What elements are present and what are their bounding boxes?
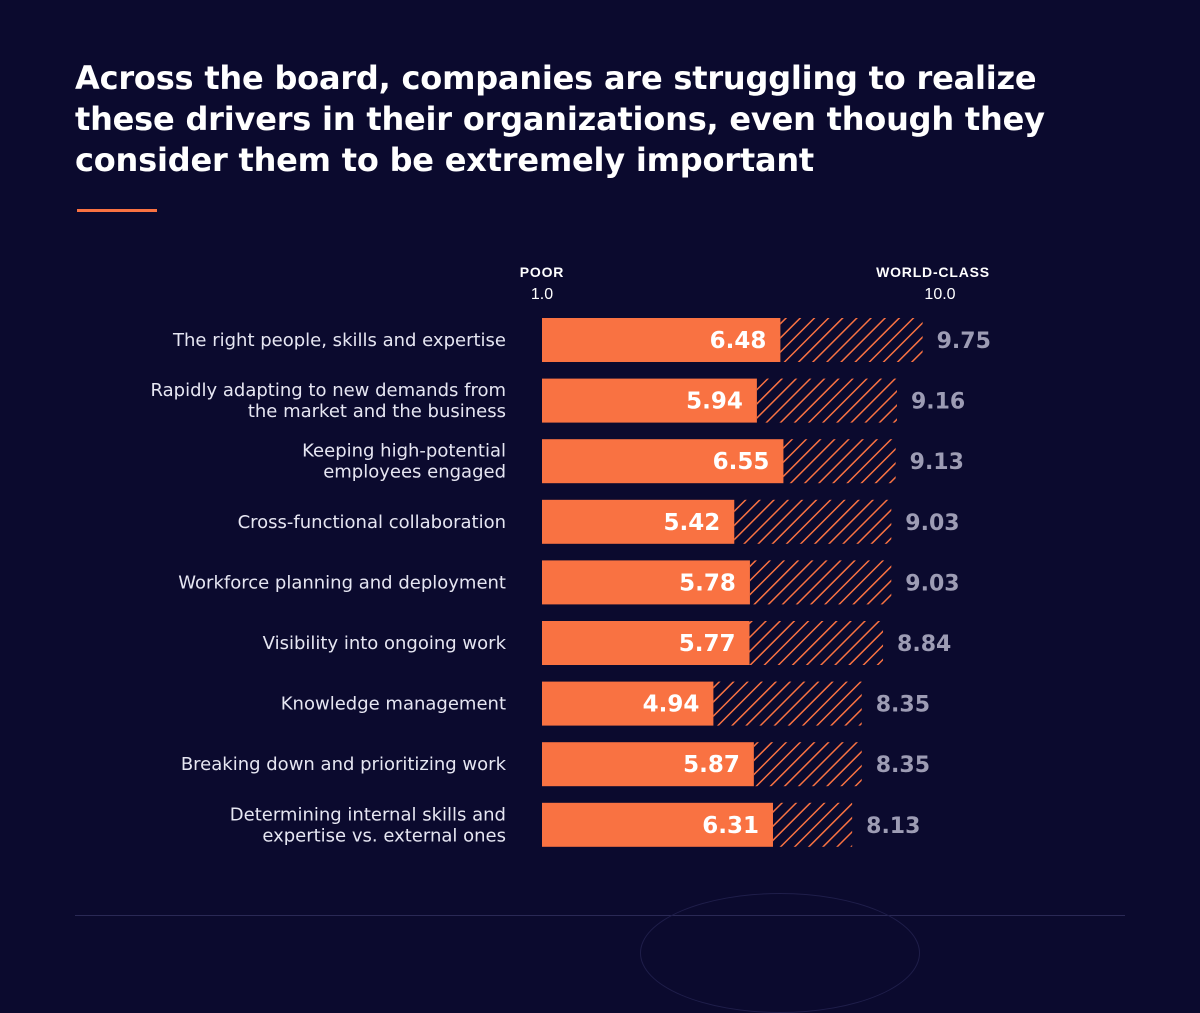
bar-chart: POOR 1.0 WORLD-CLASS 10.0 The right peop… (151, 264, 991, 847)
category-label-line: employees engaged (323, 462, 506, 483)
actual-value-label: 6.31 (702, 813, 759, 839)
category-label: Visibility into ongoing work (263, 633, 507, 654)
target-value-label: 9.13 (910, 450, 964, 475)
actual-bar (542, 802, 773, 847)
category-label-line: Keeping high-potential (302, 441, 506, 462)
actual-value-label: 5.94 (686, 389, 743, 415)
target-bar (756, 378, 897, 423)
target-value-label: 9.03 (905, 511, 959, 536)
scale-max-value: 10.0 (924, 286, 955, 303)
target-value-label: 8.13 (866, 814, 920, 839)
footer-divider (75, 915, 1125, 916)
actual-value-label: 5.78 (679, 570, 736, 596)
category-label-line: Rapidly adapting to new demands from (151, 380, 507, 401)
target-bar (753, 742, 862, 787)
actual-value-label: 4.94 (643, 692, 700, 718)
chart-rows: The right people, skills and expertise 6.… (151, 318, 991, 847)
actual-bar (542, 439, 784, 484)
actual-value-label: 5.87 (683, 752, 740, 778)
actual-value-label: 6.55 (713, 449, 770, 475)
target-bar (749, 560, 892, 605)
category-label: Rapidly adapting to new demands from the … (151, 380, 507, 422)
actual-bar (542, 499, 735, 544)
target-value-label: 8.35 (876, 693, 930, 718)
actual-bar (542, 560, 750, 605)
target-bar (734, 499, 892, 544)
page-title: Across the board, companies are struggli… (75, 59, 1045, 179)
category-label: The right people, skills and expertise (172, 330, 506, 351)
target-bar (749, 621, 884, 665)
category-label: Keeping high-potential employees engaged (302, 441, 506, 483)
category-label-line: the market and the business (248, 401, 506, 422)
scale-min-value: 1.0 (531, 286, 553, 303)
target-bar (713, 681, 862, 726)
scale-min-heading: POOR (520, 264, 564, 280)
actual-value-label: 6.48 (710, 328, 767, 354)
category-label-line: Determining internal skills and (230, 804, 506, 825)
target-value-label: 9.03 (905, 571, 959, 596)
scale-max-heading: WORLD-CLASS (876, 264, 990, 280)
title-accent-rule (77, 209, 157, 212)
target-value-label: 9.75 (937, 329, 991, 354)
category-label: Knowledge management (281, 694, 506, 715)
category-label-line: Cross-functional collaboration (238, 512, 506, 533)
target-bar (772, 802, 853, 847)
actual-bar (542, 681, 714, 726)
category-label: Cross-functional collaboration (238, 512, 506, 533)
actual-bar (542, 378, 757, 423)
target-value-label: 8.35 (876, 753, 930, 778)
actual-bar (542, 621, 750, 665)
category-label-line: Knowledge management (281, 694, 506, 715)
target-value-label: 8.84 (897, 632, 951, 657)
target-value-label: 9.16 (911, 390, 965, 415)
target-bar (780, 318, 923, 362)
actual-bar (542, 318, 781, 362)
target-bar (783, 439, 896, 484)
category-label: Determining internal skills and expertise… (230, 804, 506, 846)
category-label-line: expertise vs. external ones (262, 825, 506, 846)
category-label: Workforce planning and deployment (178, 572, 506, 593)
actual-value-label: 5.42 (664, 510, 721, 536)
decorative-arc (640, 893, 920, 1013)
category-label: Breaking down and prioritizing work (181, 754, 507, 775)
actual-value-label: 5.77 (679, 631, 736, 657)
category-label-line: Workforce planning and deployment (178, 572, 506, 593)
category-label-line: Breaking down and prioritizing work (181, 754, 507, 775)
actual-bar (542, 742, 754, 787)
category-label-line: Visibility into ongoing work (263, 633, 507, 654)
category-label-line: The right people, skills and expertise (172, 330, 506, 351)
